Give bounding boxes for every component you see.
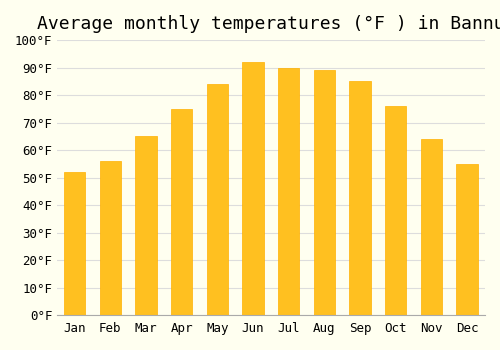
Bar [100,161,121,315]
Bar [421,139,442,315]
Bar [242,62,264,315]
Bar [135,136,156,315]
Bar [171,109,192,315]
Bar [64,172,85,315]
Bar [456,164,478,315]
Bar [314,70,335,315]
Title: Average monthly temperatures (°F ) in Bannu: Average monthly temperatures (°F ) in Ba… [37,15,500,33]
Bar [206,84,228,315]
Bar [278,68,299,315]
Bar [385,106,406,315]
Bar [350,81,371,315]
